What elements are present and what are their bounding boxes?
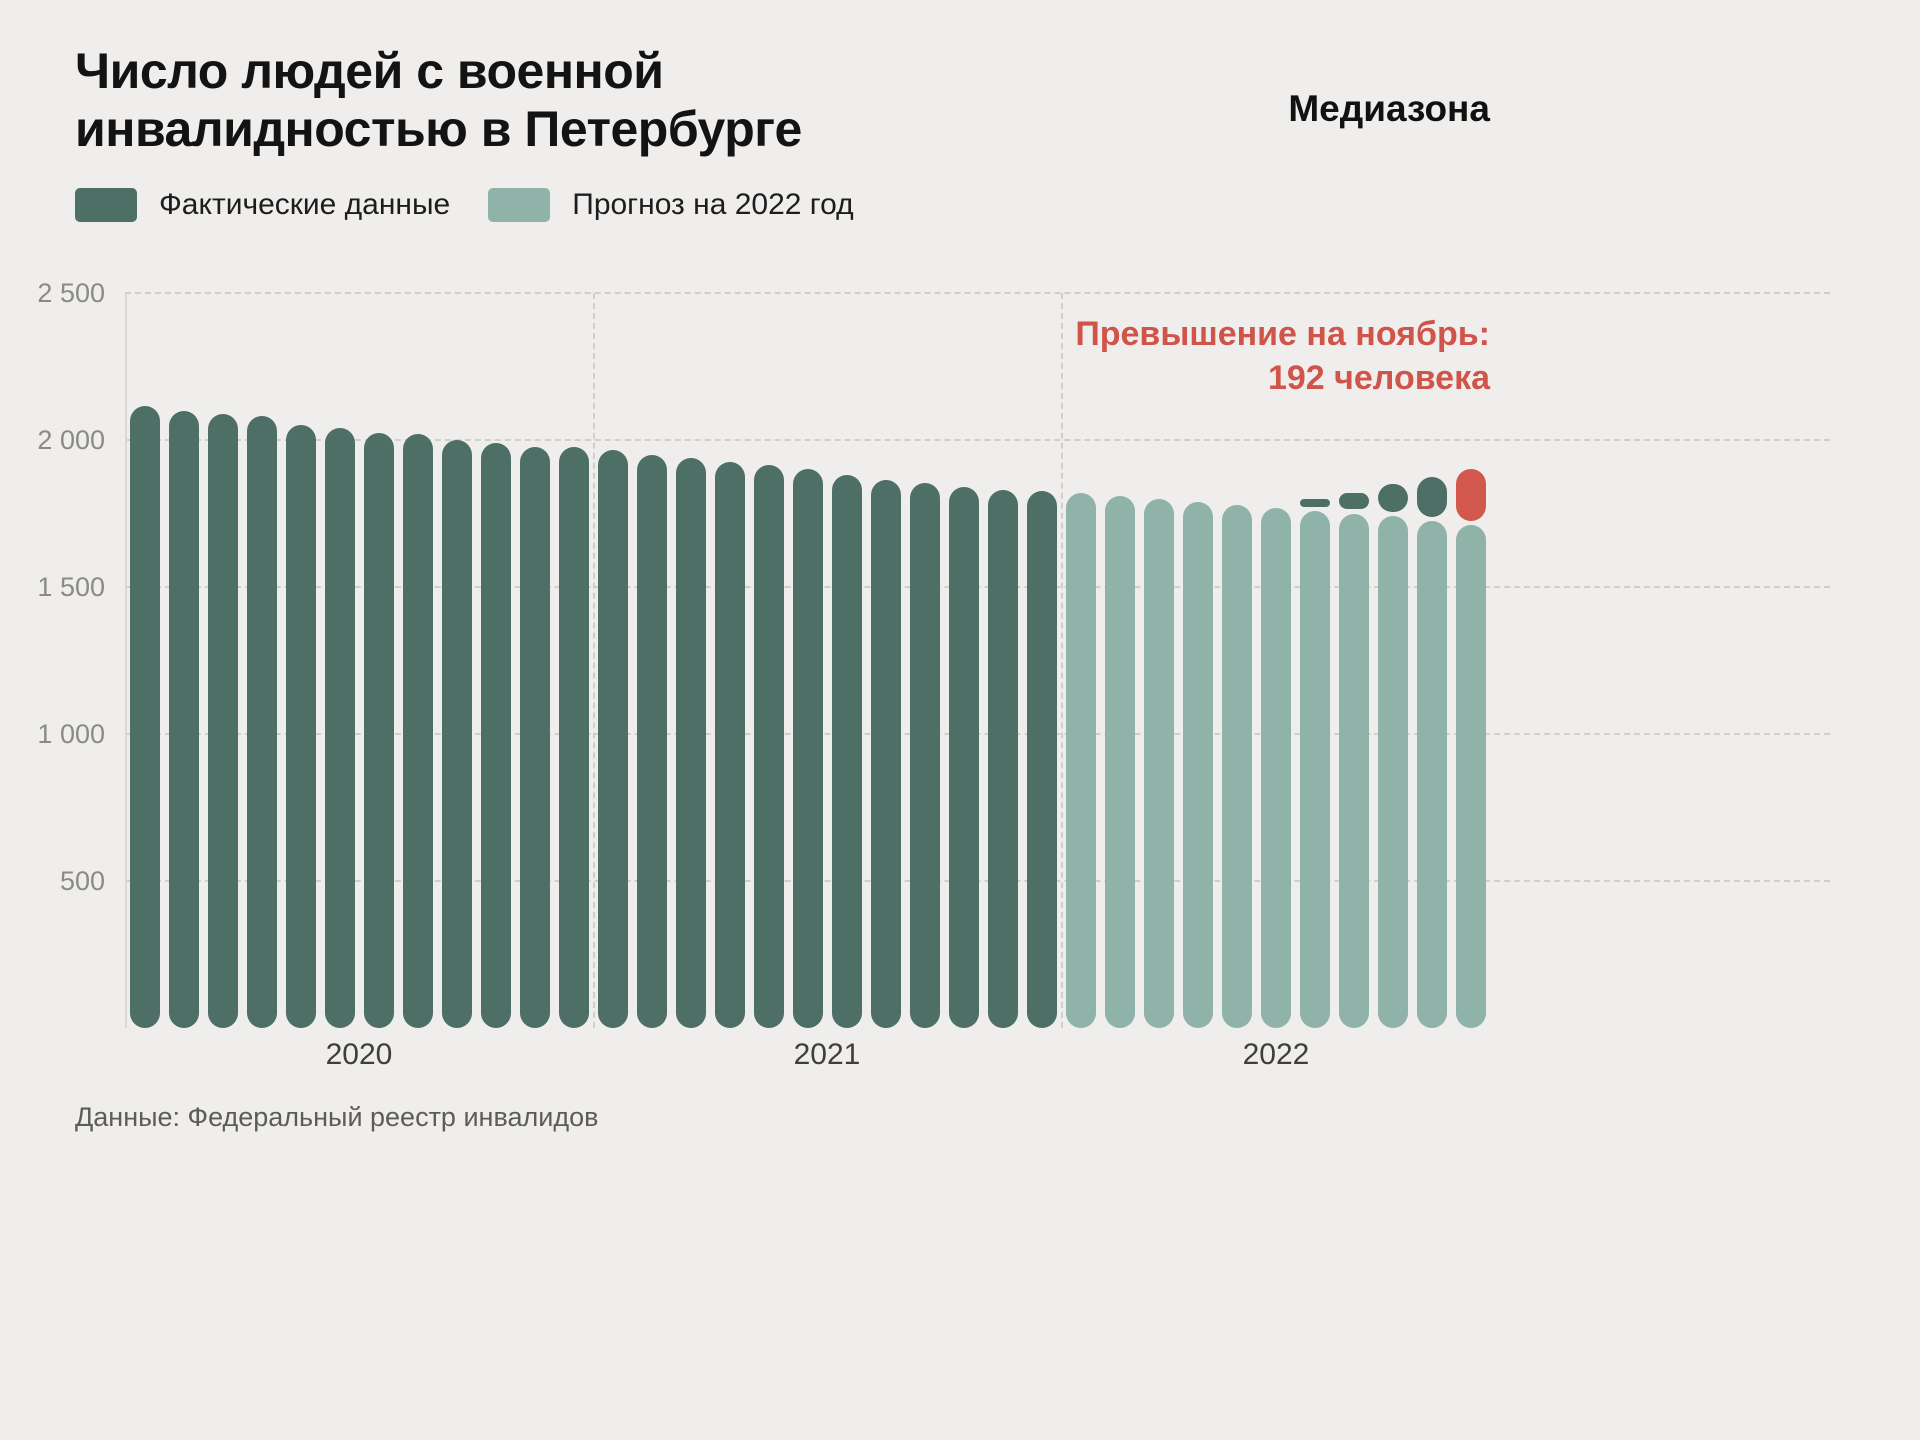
legend-item-actual: Фактические данные [75,188,450,222]
actual-overlay-bar [1299,498,1330,507]
actual-bar [207,413,238,1028]
brand-logo: Медиазона [1288,88,1490,129]
actual-bar [870,479,901,1028]
actual-bar [1026,491,1057,1028]
forecast-bar [1299,510,1330,1028]
legend-label-forecast: Прогноз на 2022 год [572,188,854,221]
actual-bar [285,425,316,1028]
actual-bar [597,450,628,1028]
actual-overlay-bar [1377,484,1408,513]
actual-bar [168,410,199,1028]
year-boundary-2022 [1061,293,1063,1028]
actual-bar [909,482,940,1028]
actual-bar [519,447,550,1028]
forecast-bar [1104,495,1135,1028]
y-axis-label: 2 000 [37,425,105,455]
data-source: Данные: Федеральный реестр инвалидов [75,1102,599,1132]
y-axis-line [125,293,127,1028]
gridline-2000 [125,439,1830,441]
y-axis-label: 1 000 [37,719,105,749]
forecast-bar [1455,525,1486,1028]
gridline-2500 [125,292,1830,294]
forecast-bar [1182,501,1213,1028]
actual-bar [987,489,1018,1028]
legend-label-actual: Фактические данные [159,188,451,221]
chart-title-line-1: Число людей с военной [75,43,664,99]
legend-swatch-actual [75,188,137,222]
legend-swatch-forecast [488,188,551,222]
annotation-line-1: Превышение на ноябрь: [1075,315,1490,353]
actual-bar [324,428,355,1028]
forecast-bar [1338,513,1369,1028]
actual-bar [948,487,979,1028]
forecast-bar [1377,516,1408,1028]
forecast-bar [1416,520,1447,1028]
legend: Фактические данные Прогноз на 2022 год [75,188,854,222]
chart-title-line-2: инвалидностью в Петербурге [75,101,802,157]
y-axis-label: 1 500 [37,572,105,602]
forecast-bar [1221,504,1252,1028]
actual-bar [363,432,394,1028]
chart-title: Число людей с военной инвалидностью в Пе… [75,42,802,158]
forecast-bar [1143,498,1174,1028]
annotation-line-2: 192 человека [1267,359,1490,397]
x-year-label-2020: 2020 [325,1038,393,1071]
actual-overlay-bar [1338,492,1369,510]
actual-bar [753,464,784,1028]
annotation-excess: Превышение на ноябрь: 192 человека [1075,312,1490,400]
actual-bar [441,440,472,1028]
y-axis-label: 500 [59,866,105,896]
actual-bar [558,447,589,1028]
actual-bar [246,416,277,1028]
actual-bar [636,454,667,1028]
x-year-label-2022: 2022 [1242,1038,1310,1071]
actual-bar [675,457,706,1028]
actual-bar [831,475,862,1028]
x-year-label-2021: 2021 [793,1038,861,1071]
actual-bar [792,469,823,1028]
actual-bar [714,462,745,1028]
forecast-bar [1260,507,1291,1028]
forecast-bar [1065,492,1096,1028]
actual-bar [402,434,433,1028]
excess-cap-bar [1455,468,1486,522]
actual-overlay-bar [1416,476,1447,517]
actual-bar [480,442,511,1028]
actual-bar [129,406,160,1028]
year-boundary-2021 [593,293,595,1028]
y-axis-label: 2 500 [37,278,105,308]
legend-item-forecast: Прогноз на 2022 год [488,188,854,222]
